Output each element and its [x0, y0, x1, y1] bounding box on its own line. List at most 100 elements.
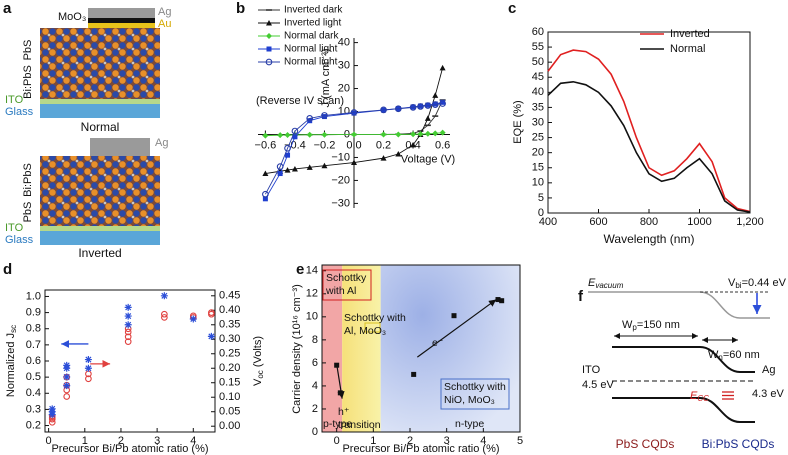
data-point [409, 104, 417, 111]
vbi-label: Vbi=0.44 eV [728, 277, 787, 290]
qd-layer [40, 156, 160, 226]
layer-label: PbS [22, 202, 34, 223]
x-tick-label: 1,200 [736, 216, 764, 228]
stack-caption: Inverted [78, 246, 121, 260]
plot-frame [321, 264, 521, 433]
y2-axis-label: Voc (Volts) [252, 336, 265, 386]
annotation: with Al [325, 285, 356, 297]
y-tick-label: 30 [532, 116, 544, 128]
x-axis-label: Voltage (V) [401, 153, 455, 165]
x-tick-label: 400 [539, 216, 557, 228]
y-tick-label: 8 [312, 334, 318, 346]
region-label: PbS CQDs [616, 437, 675, 451]
legend-label: Inverted [670, 28, 710, 40]
data-point [284, 131, 291, 138]
data-point [351, 131, 357, 138]
layer-label: PbS [22, 40, 34, 61]
region-label: Bi:PbS CQDs [702, 437, 775, 451]
data-point [394, 105, 402, 113]
wn-label-rest: =60 nm [723, 349, 760, 361]
y-tick-label: 14 [306, 265, 318, 277]
y2-tick-label: 0.40 [219, 304, 240, 316]
panel-label: d [3, 261, 12, 278]
layer-label: ITO [5, 222, 24, 234]
data-point [262, 190, 269, 198]
data-point [432, 115, 439, 117]
y-axis-label: Carrier density (10¹⁶ cm⁻³) [291, 284, 303, 414]
y-tick-label: 0.6 [26, 355, 41, 367]
data-point [432, 92, 439, 98]
data-point [410, 131, 417, 138]
y-axis-label-main: Normalized J [5, 333, 17, 397]
region-p [322, 265, 343, 432]
legend-label: Normal light [284, 44, 338, 55]
data-point [417, 103, 423, 109]
data-point [321, 162, 328, 169]
y-tick-label: 6 [312, 357, 318, 369]
ecc-label-sub: CC [697, 394, 709, 403]
data-point [277, 132, 284, 139]
data-point [334, 362, 340, 368]
layer-label: ITO [5, 94, 24, 106]
data-point [350, 109, 358, 116]
data-point [410, 141, 417, 148]
layer-label: Ag [158, 6, 171, 18]
y2-axis-label-rest: (Volts) [252, 336, 264, 370]
wp-label-rest: =150 nm [637, 319, 680, 331]
y2-tick-label: 0.05 [219, 406, 240, 418]
annotation: Schottky with [444, 381, 506, 393]
x-tick-label: 0 [334, 435, 340, 447]
glass-layer [40, 104, 160, 118]
y2-tick-label: 0.45 [219, 290, 240, 302]
y-tick-label: 0.2 [26, 419, 41, 431]
vbi-label-rest: =0.44 eV [742, 277, 787, 289]
conduction-band [612, 346, 755, 373]
data-point [451, 313, 457, 319]
data-point [439, 64, 446, 71]
wp-label: Wp=150 nm [622, 319, 680, 332]
ito-layer [40, 226, 160, 231]
vacuum-label: Evacuum [588, 277, 624, 290]
x-tick-label: 5 [517, 435, 523, 447]
x-tick-label: 1 [82, 435, 88, 447]
data-point [63, 393, 71, 400]
data-point [292, 134, 298, 140]
data-point [124, 338, 132, 345]
data-point [276, 163, 284, 170]
stack-caption: Normal [81, 120, 120, 134]
qd-layer [40, 28, 160, 99]
contact-label: ITO [582, 364, 601, 376]
y-tick-label: 1.0 [26, 290, 41, 302]
data-point [495, 297, 501, 303]
data-point [285, 152, 291, 158]
data-point [306, 164, 313, 170]
x-tick-label: 800 [640, 216, 658, 228]
data-point [63, 361, 71, 369]
legend-label: Normal [670, 43, 705, 55]
y-axis-label-sub: sc [9, 325, 18, 333]
y2-axis-label-main: V [252, 378, 264, 386]
data-point [431, 101, 439, 108]
y2-tick-label: 0.25 [219, 348, 240, 360]
annotation: (Reverse IV scan) [256, 95, 344, 107]
moo3-layer [88, 18, 155, 23]
y-tick-label: 12 [306, 288, 318, 300]
y-tick-label: 40 [338, 37, 350, 49]
data-point [207, 332, 215, 340]
data-point [432, 101, 438, 107]
ag-layer [90, 138, 150, 156]
ecc-label: ECC [690, 390, 709, 403]
data-point [284, 144, 291, 152]
data-point [208, 309, 215, 316]
x-tick-label: 2 [407, 435, 413, 447]
y-tick-label: 0 [312, 426, 318, 438]
y-tick-label: 0.9 [26, 306, 41, 318]
data-point [417, 103, 424, 110]
x-tick-label: 1000 [687, 216, 711, 228]
data-point [410, 104, 416, 110]
y-tick-label: 15 [532, 162, 544, 174]
x-axis-label: Precursor Bi/Pb atomic ratio (%) [342, 443, 499, 455]
y-tick-label: 0 [538, 207, 544, 219]
layer-label: Bi:PbS [22, 163, 34, 197]
